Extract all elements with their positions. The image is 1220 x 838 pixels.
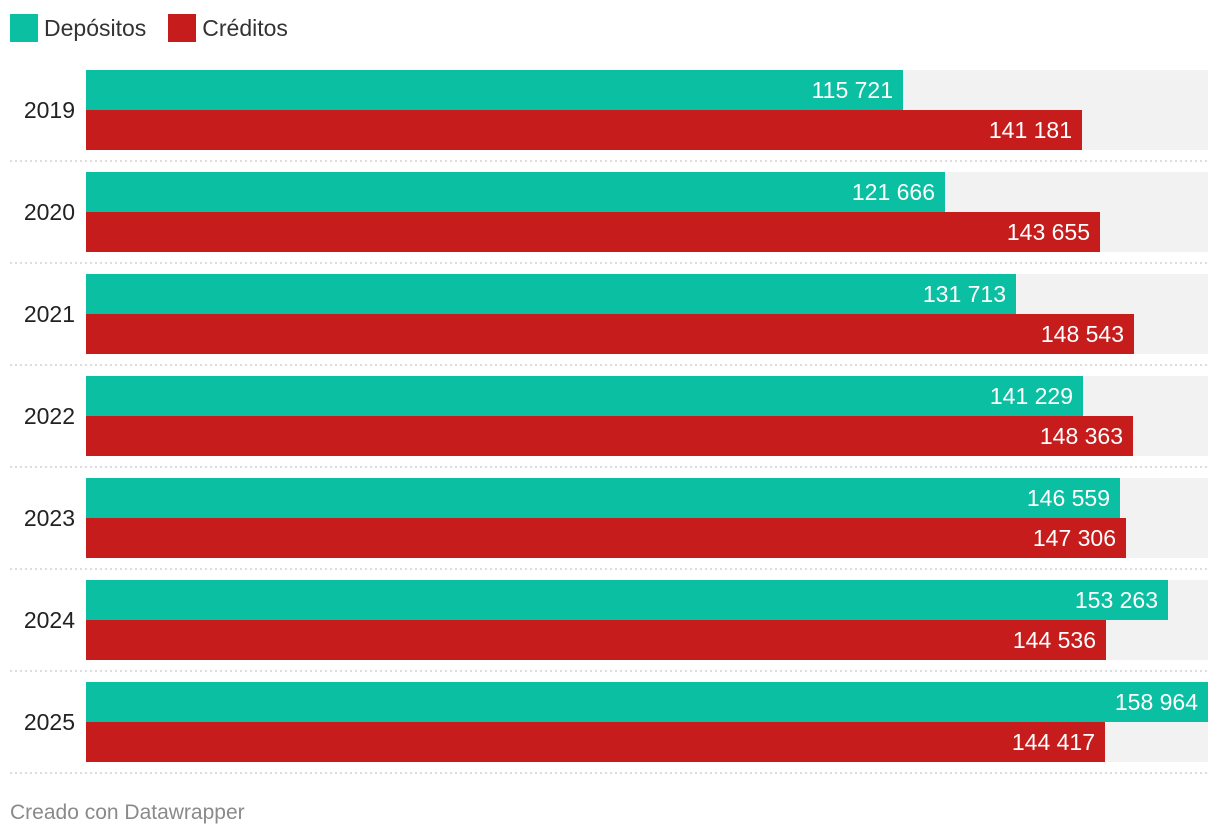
category-label-2022: 2022 bbox=[24, 403, 75, 429]
legend: Depósitos Créditos bbox=[10, 13, 310, 43]
bar-depositos-2019 bbox=[86, 70, 903, 110]
legend-swatch-depositos bbox=[10, 14, 38, 42]
bar-creditos-2019 bbox=[86, 110, 1082, 150]
category-label-2025: 2025 bbox=[24, 709, 75, 735]
data-label-creditos-2024: 144 536 bbox=[1013, 627, 1096, 653]
bar-depositos-2024 bbox=[86, 580, 1168, 620]
data-label-creditos-2020: 143 655 bbox=[1007, 219, 1090, 245]
data-label-depositos-2020: 121 666 bbox=[852, 179, 935, 205]
data-label-depositos-2023: 146 559 bbox=[1027, 485, 1110, 511]
bar-depositos-2022 bbox=[86, 376, 1083, 416]
category-label-2024: 2024 bbox=[24, 607, 75, 633]
data-label-creditos-2022: 148 363 bbox=[1040, 423, 1123, 449]
footer-credit: Creado con Datawrapper bbox=[10, 801, 245, 824]
category-label-2023: 2023 bbox=[24, 505, 75, 531]
bar-depositos-2020 bbox=[86, 172, 945, 212]
bar-chart: 2019 115 721 141 181 2020 121 666 143 655 2021… bbox=[10, 70, 1208, 774]
data-label-creditos-2025: 144 417 bbox=[1012, 729, 1095, 755]
legend-item-creditos: Créditos bbox=[168, 14, 288, 42]
bar-creditos-2024 bbox=[86, 620, 1106, 660]
data-label-depositos-2024: 153 263 bbox=[1075, 587, 1158, 613]
data-label-creditos-2021: 148 543 bbox=[1041, 321, 1124, 347]
category-label-2020: 2020 bbox=[24, 199, 75, 225]
bar-creditos-2021 bbox=[86, 314, 1134, 354]
data-label-creditos-2023: 147 306 bbox=[1033, 525, 1116, 551]
category-label-2019: 2019 bbox=[24, 97, 75, 123]
data-label-depositos-2022: 141 229 bbox=[990, 383, 1073, 409]
bar-depositos-2023 bbox=[86, 478, 1120, 518]
bar-depositos-2021 bbox=[86, 274, 1016, 314]
bar-depositos-2025 bbox=[86, 682, 1208, 722]
legend-label-depositos: Depósitos bbox=[44, 14, 147, 41]
data-label-depositos-2025: 158 964 bbox=[1115, 689, 1198, 715]
legend-label-creditos: Créditos bbox=[202, 14, 288, 41]
data-label-depositos-2019: 115 721 bbox=[812, 77, 893, 103]
data-label-creditos-2019: 141 181 bbox=[989, 117, 1072, 143]
bar-creditos-2022 bbox=[86, 416, 1133, 456]
legend-swatch-creditos bbox=[168, 14, 197, 42]
bar-creditos-2023 bbox=[86, 518, 1126, 558]
bar-creditos-2025 bbox=[86, 722, 1105, 762]
data-label-depositos-2021: 131 713 bbox=[923, 281, 1006, 307]
bar-creditos-2020 bbox=[86, 212, 1100, 252]
legend-item-depositos: Depósitos bbox=[10, 14, 146, 42]
category-label-2021: 2021 bbox=[24, 301, 75, 327]
